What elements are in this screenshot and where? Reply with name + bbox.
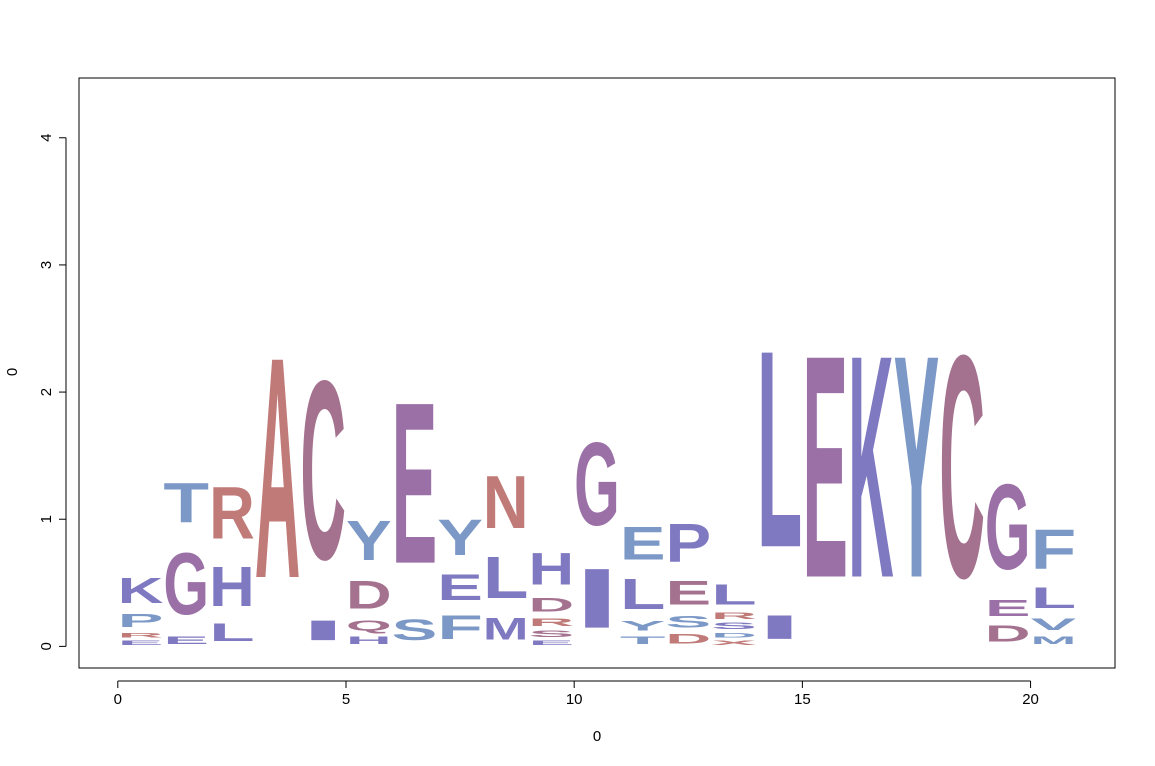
logo-letter-e: E: [985, 595, 1031, 620]
logo-letter-l: L: [483, 545, 529, 611]
logo-letter-t: T: [620, 634, 666, 647]
logo-letter-m: M: [1031, 634, 1077, 647]
logo-letter-v: V: [1031, 614, 1076, 633]
logo-letter-k: K: [118, 570, 164, 611]
logo-letter-p: P: [118, 611, 164, 631]
logo-letter-r: R: [711, 611, 757, 621]
logo-letter-h: H: [209, 555, 255, 618]
x-tick-label: 5: [342, 691, 350, 708]
logo-letters: ERPKEGTLHRAICHQDYSEFEYMLNESRDHIGTYLEDSEP…: [118, 289, 1076, 647]
x-tick-label: 20: [1022, 691, 1039, 708]
logo-letter-d: D: [985, 621, 1031, 646]
logo-letter-h: H: [346, 634, 392, 647]
logo-letter-e: E: [620, 518, 666, 571]
logo-letter-f: F: [437, 608, 483, 646]
logo-letter-n: N: [483, 460, 529, 544]
x-tick-label: 10: [566, 691, 583, 708]
logo-letter-q: Q: [346, 617, 392, 634]
logo-letter-g: G: [985, 461, 1031, 596]
x-tick-label: 0: [114, 691, 122, 708]
y-tick-label: 4: [38, 134, 55, 142]
x-tick-label: 15: [794, 691, 811, 708]
x-axis-label: 0: [593, 728, 601, 745]
logo-letter-a: A: [255, 293, 301, 645]
logo-letter-e: E: [437, 566, 483, 608]
logo-letter-l: L: [1031, 582, 1077, 615]
logo-letter-e: E: [529, 639, 575, 647]
y-axis: 0 1 2 3 4: [38, 134, 66, 651]
logo-letter-e: E: [392, 355, 438, 613]
logo-letter-y: Y: [437, 508, 483, 566]
logo-letter-d: D: [665, 631, 711, 646]
logo-letter-s: S: [665, 612, 711, 631]
logo-letter-i: I: [300, 614, 346, 646]
logo-letter-l: L: [209, 618, 255, 646]
logo-letter-l: L: [711, 579, 757, 611]
logo-letter-r: R: [529, 616, 575, 629]
logo-letter-l: L: [620, 570, 666, 618]
logo-letter-m: M: [483, 611, 529, 646]
logo-letter-f: F: [1031, 519, 1077, 582]
logo-letter-d: D: [346, 573, 392, 617]
logo-letter-s: S: [711, 621, 757, 631]
logo-letter-s: S: [529, 629, 575, 639]
logo-letter-k: K: [848, 289, 894, 644]
logo-letter-t: T: [163, 472, 209, 535]
logo-letter-r: R: [209, 472, 255, 555]
logo-letter-c: C: [939, 289, 985, 644]
y-tick-label: 2: [38, 388, 55, 396]
logo-letter-l: L: [757, 292, 803, 606]
logo-letter-x: X: [711, 639, 757, 647]
y-axis-label: 0: [4, 368, 21, 376]
logo-letter-y: Y: [894, 289, 940, 644]
logo-letter-e: E: [163, 634, 209, 647]
logo-letter-e: E: [118, 639, 164, 647]
logo-letter-g: G: [574, 417, 620, 550]
x-axis: 0 5 10 15 20: [114, 681, 1039, 708]
logo-letter-d: D: [711, 631, 757, 639]
y-tick-label: 1: [38, 515, 55, 523]
logo-letter-s: S: [392, 614, 438, 647]
logo-letter-i: I: [574, 551, 620, 646]
logo-letter-i: I: [757, 608, 803, 646]
logo-letter-e: E: [802, 289, 848, 644]
y-tick-label: 3: [38, 261, 55, 269]
logo-letter-y: Y: [346, 510, 392, 573]
logo-letter-g: G: [163, 534, 209, 633]
logo-letter-e: E: [665, 574, 711, 612]
y-tick-label: 0: [38, 642, 55, 650]
logo-letter-p: P: [665, 513, 711, 574]
logo-letter-c: C: [300, 329, 346, 613]
logo-letter-h: H: [529, 543, 575, 594]
logo-letter-d: D: [529, 594, 575, 615]
logo-letter-y: Y: [620, 619, 666, 634]
logo-letter-r: R: [118, 631, 164, 639]
